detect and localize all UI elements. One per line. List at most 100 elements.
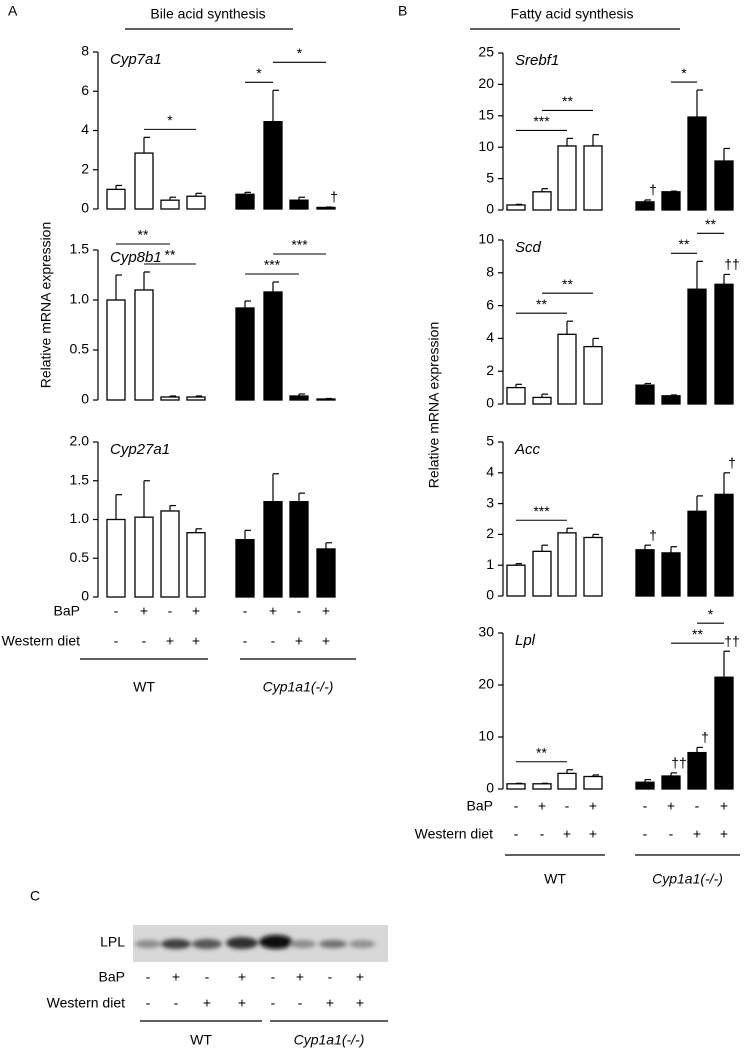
treatment-sign: + [192, 633, 200, 649]
treatment-sign: - [146, 969, 151, 985]
bar [186, 532, 206, 598]
band [319, 940, 347, 948]
chart-title: Acc [514, 441, 541, 458]
bar [635, 384, 655, 405]
significance-mark: *** [291, 237, 308, 253]
significance-mark: ** [562, 276, 573, 292]
treatment-sign: + [563, 826, 571, 842]
western-blot [133, 925, 388, 962]
treatment-sign: + [326, 995, 334, 1011]
y-tick-label: 0 [81, 391, 89, 407]
bar [714, 283, 734, 405]
y-tick-label: 30 [478, 624, 494, 640]
significance-mark: *** [533, 503, 550, 519]
treatment-label: BaP [467, 798, 493, 814]
bar [635, 201, 655, 211]
treatment-sign: + [238, 969, 246, 985]
chart-title: Cyp8b1 [110, 249, 162, 266]
bar [235, 193, 255, 210]
y-tick-label: 20 [478, 75, 494, 91]
y-tick-label: 8 [486, 264, 494, 280]
treatment-sign: - [297, 603, 302, 619]
group-label: Cyp1a1(-/-) [652, 871, 723, 887]
bar [506, 386, 526, 405]
significance-mark: ** [705, 216, 716, 232]
significance-mark: * [297, 45, 303, 61]
chart-title: Cyp7a1 [110, 51, 162, 68]
panel-label: B [398, 3, 407, 19]
y-tick-label: 1 [486, 556, 494, 572]
significance-mark: ** [679, 236, 690, 252]
significance-mark: ** [536, 744, 547, 760]
y-tick-label: 10 [478, 728, 494, 744]
treatment-label: BaP [99, 969, 125, 985]
band [349, 940, 375, 948]
y-axis-label: Relative mRNA expression [38, 222, 54, 389]
bar [186, 396, 206, 401]
treatment-sign: + [172, 969, 180, 985]
bar [106, 188, 126, 210]
bar [235, 307, 255, 401]
y-tick-label: 0.5 [70, 549, 90, 565]
bar [687, 751, 707, 790]
treatment-sign: - [114, 633, 119, 649]
treatment-sign: + [720, 826, 728, 842]
y-tick-label: 0 [81, 200, 89, 216]
y-tick-label: 8 [81, 43, 89, 59]
treatment-sign: - [146, 995, 151, 1011]
y-tick-label: 2 [486, 362, 494, 378]
y-tick-label: 25 [478, 44, 494, 60]
significance-mark: † [649, 527, 657, 543]
bar [263, 291, 283, 401]
y-tick-label: 1.5 [70, 471, 90, 487]
bar [661, 552, 681, 597]
treatment-sign: + [238, 995, 246, 1011]
treatment-label: Western diet [47, 995, 125, 1011]
bar [134, 289, 154, 401]
significance-mark: *** [264, 257, 281, 273]
treatment-sign: - [540, 826, 545, 842]
treatment-sign: + [322, 603, 330, 619]
group-label: WT [190, 1032, 212, 1048]
significance-mark: † [701, 729, 709, 745]
bar [289, 199, 309, 210]
bar [557, 772, 577, 790]
y-tick-label: 20 [478, 676, 494, 692]
bar [661, 395, 681, 405]
treatment-sign: + [356, 969, 364, 985]
treatment-sign: - [298, 995, 303, 1011]
bar [557, 145, 577, 211]
y-tick-label: 4 [486, 329, 494, 345]
significance-mark: † [728, 455, 736, 471]
y-tick-label: 6 [486, 296, 494, 312]
y-tick-label: 2.0 [70, 433, 90, 449]
significance-mark: ** [138, 227, 149, 243]
significance-mark: * [256, 65, 262, 81]
y-tick-label: 15 [478, 107, 494, 123]
treatment-sign: - [514, 798, 519, 814]
treatment-sign: - [643, 826, 648, 842]
y-tick-label: 3 [486, 494, 494, 510]
treatment-sign: - [271, 633, 276, 649]
treatment-sign: - [114, 603, 119, 619]
blot-label: LPL [100, 934, 125, 950]
y-tick-label: 0 [486, 587, 494, 603]
bar [714, 493, 734, 597]
treatment-sign: - [271, 969, 276, 985]
bar [687, 116, 707, 211]
bar [506, 783, 526, 790]
significance-mark: †† [671, 755, 687, 771]
group-label: WT [133, 679, 155, 695]
y-axis-label: Relative mRNA expression [426, 322, 442, 489]
treatment-sign: + [203, 995, 211, 1011]
treatment-sign: + [667, 798, 675, 814]
bar [506, 204, 526, 211]
y-tick-label: 10 [478, 138, 494, 154]
treatment-sign: - [174, 995, 179, 1011]
treatment-sign: + [269, 603, 277, 619]
bar [263, 121, 283, 210]
bar [635, 549, 655, 597]
treatment-sign: + [295, 633, 303, 649]
bar [160, 510, 180, 598]
panel-label: A [8, 3, 18, 19]
